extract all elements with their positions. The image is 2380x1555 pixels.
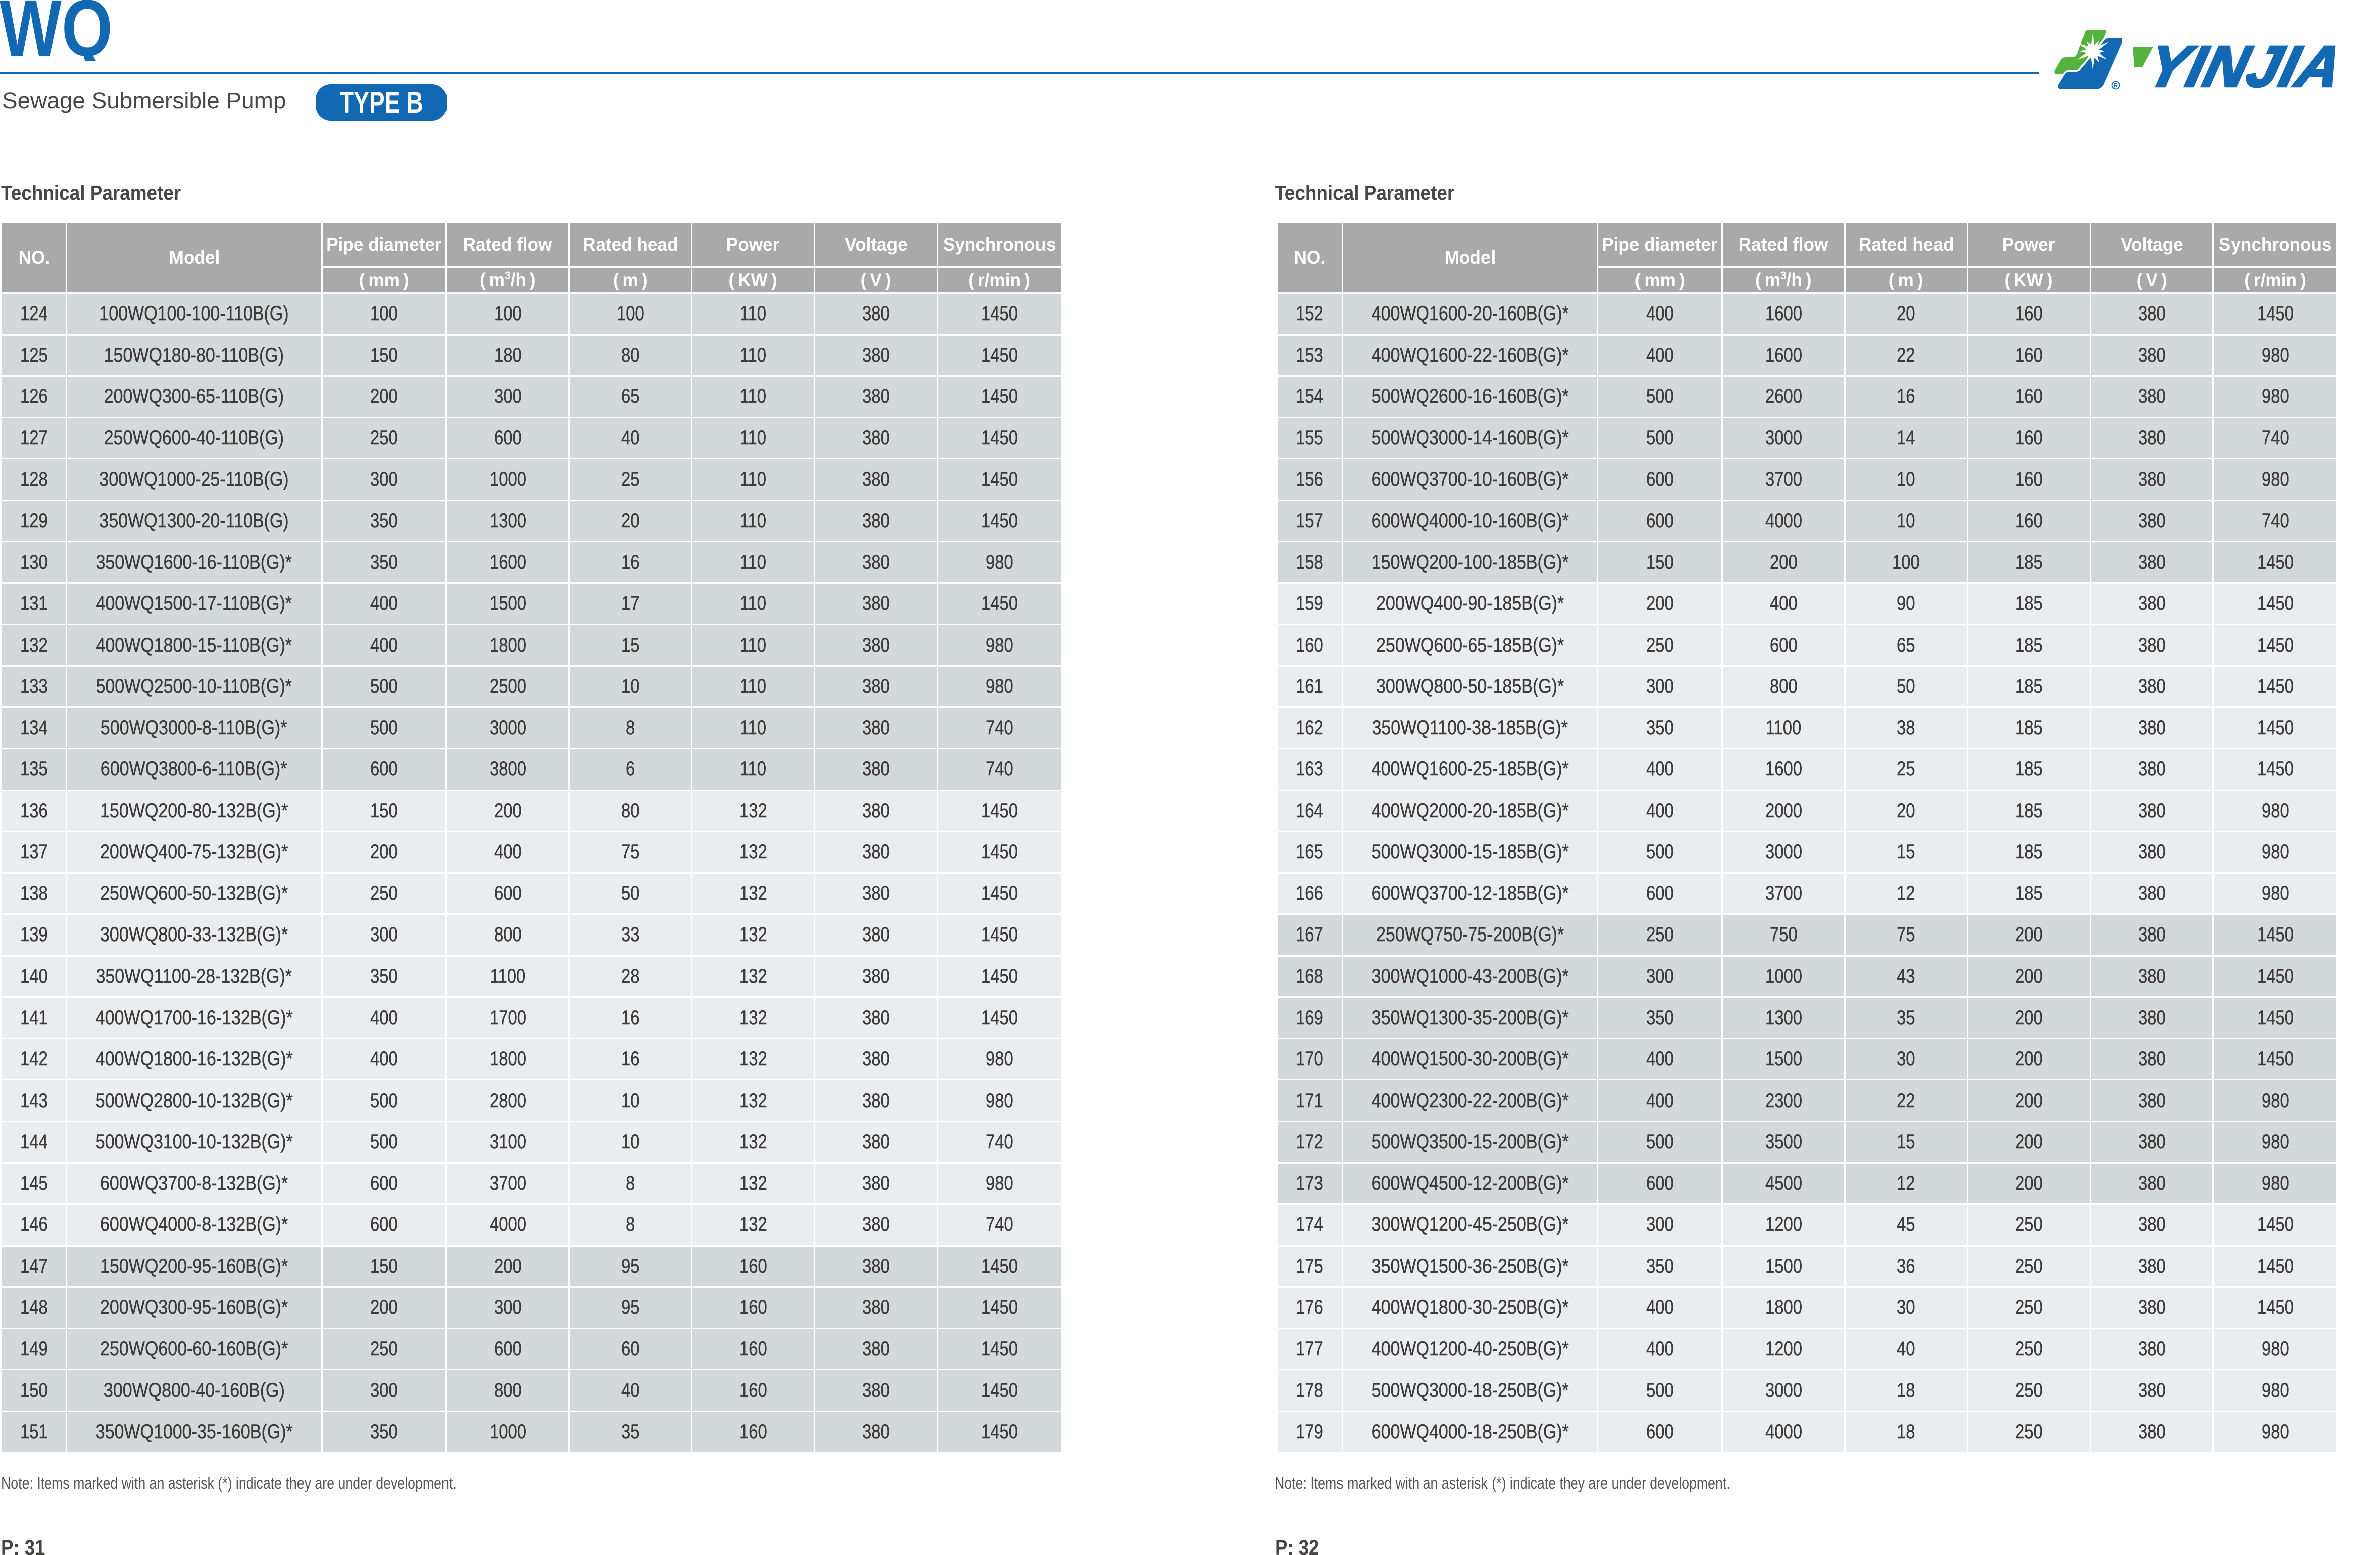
svg-text:YINJIA: YINJIA <box>2141 34 2349 99</box>
svg-text:R: R <box>2114 82 2118 89</box>
